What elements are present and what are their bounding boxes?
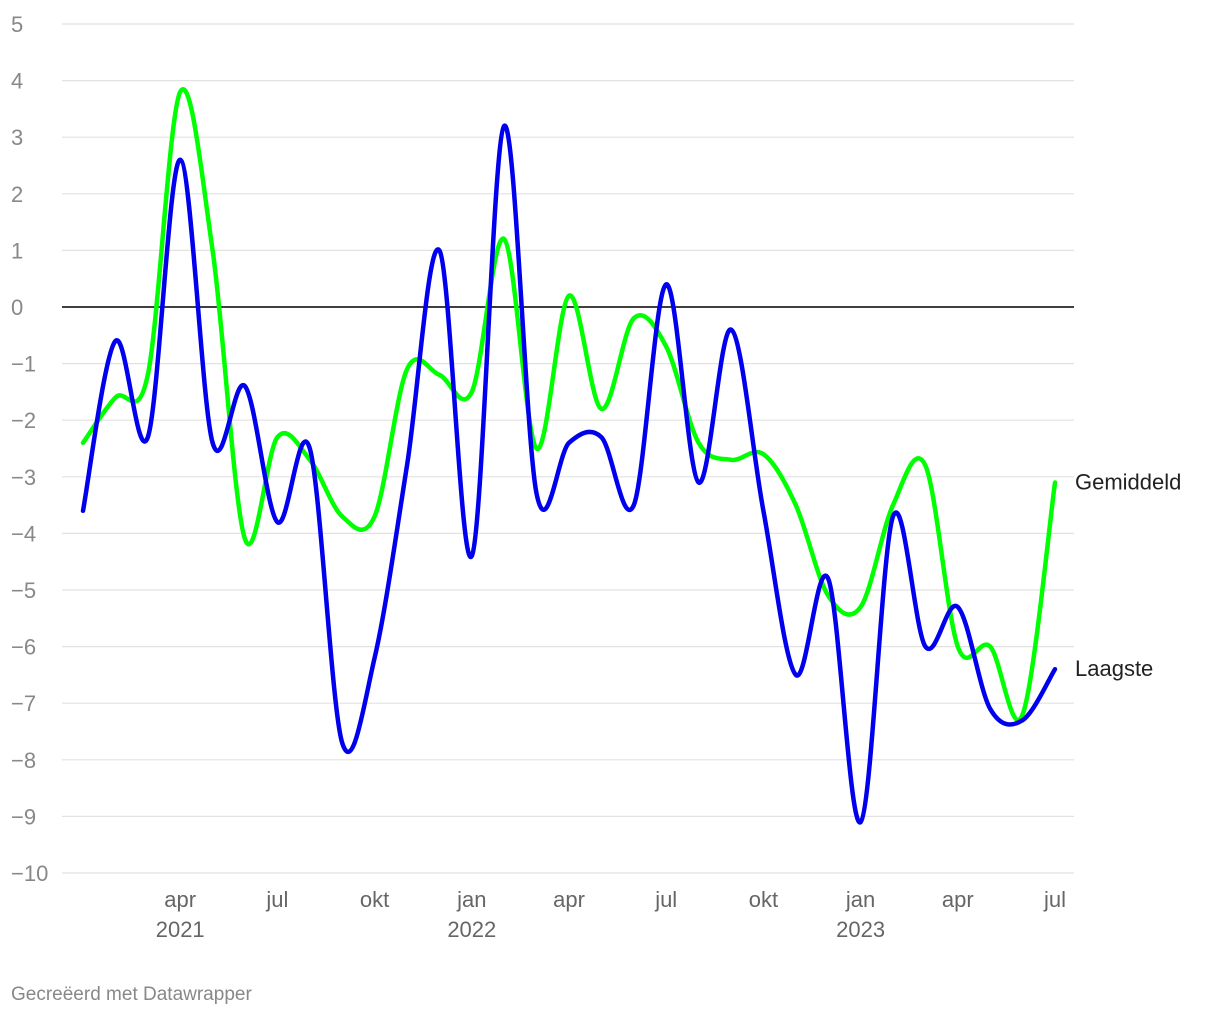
x-tick-label: okt xyxy=(360,887,389,912)
x-tick-year-label: 2021 xyxy=(156,917,205,942)
y-tick-label: −4 xyxy=(11,521,36,546)
series-line-laagste xyxy=(80,123,1058,825)
x-tick-year-label: 2022 xyxy=(447,917,496,942)
x-tick-label: apr xyxy=(164,887,196,912)
y-tick-label: 5 xyxy=(11,12,23,37)
y-tick-label: 0 xyxy=(11,295,23,320)
y-tick-label: 1 xyxy=(11,238,23,263)
series-line-gemiddeld xyxy=(80,87,1058,723)
x-tick-label: okt xyxy=(749,887,778,912)
x-tick-label: jul xyxy=(1043,887,1066,912)
y-tick-label: −5 xyxy=(11,578,36,603)
y-tick-label: −1 xyxy=(11,352,36,377)
x-tick-label: jul xyxy=(265,887,288,912)
x-tick-label: apr xyxy=(942,887,974,912)
y-tick-label: −8 xyxy=(11,748,36,773)
series-lines xyxy=(80,87,1058,825)
x-axis-labels: apr 2021 jul okt jan 2022 apr jul okt jan 2023 apr j… xyxy=(156,887,1066,942)
series-label-gemiddeld: Gemiddeld xyxy=(1075,469,1181,494)
line-chart: 5 4 3 2 1 0 −1 −2 −3 −4 −5 −6 −7 −8 −9 −10 apr 2021 jul ok… xyxy=(11,12,1181,942)
x-tick-label: apr xyxy=(553,887,585,912)
footer-credit: Gecreëerd met Datawrapper xyxy=(11,984,252,1005)
x-tick-year-label: 2023 xyxy=(836,917,885,942)
y-axis-labels: 5 4 3 2 1 0 −1 −2 −3 −4 −5 −6 −7 −8 −9 −10 xyxy=(11,12,48,886)
y-tick-label: 4 xyxy=(11,69,23,94)
y-tick-label: −3 xyxy=(11,465,36,490)
series-labels: Gemiddeld Laagste xyxy=(1075,469,1181,681)
series-label-laagste: Laagste xyxy=(1075,656,1153,681)
y-tick-label: −9 xyxy=(11,804,36,829)
y-tick-label: 2 xyxy=(11,182,23,207)
y-tick-label: −6 xyxy=(11,635,36,660)
x-tick-label: jul xyxy=(654,887,677,912)
y-tick-label: −2 xyxy=(11,408,36,433)
gridlines xyxy=(62,23,1074,874)
y-tick-label: −7 xyxy=(11,691,36,716)
x-tick-label: jan xyxy=(845,887,875,912)
x-tick-label: jan xyxy=(456,887,486,912)
y-tick-label: 3 xyxy=(11,125,23,150)
y-tick-label: −10 xyxy=(11,861,48,886)
